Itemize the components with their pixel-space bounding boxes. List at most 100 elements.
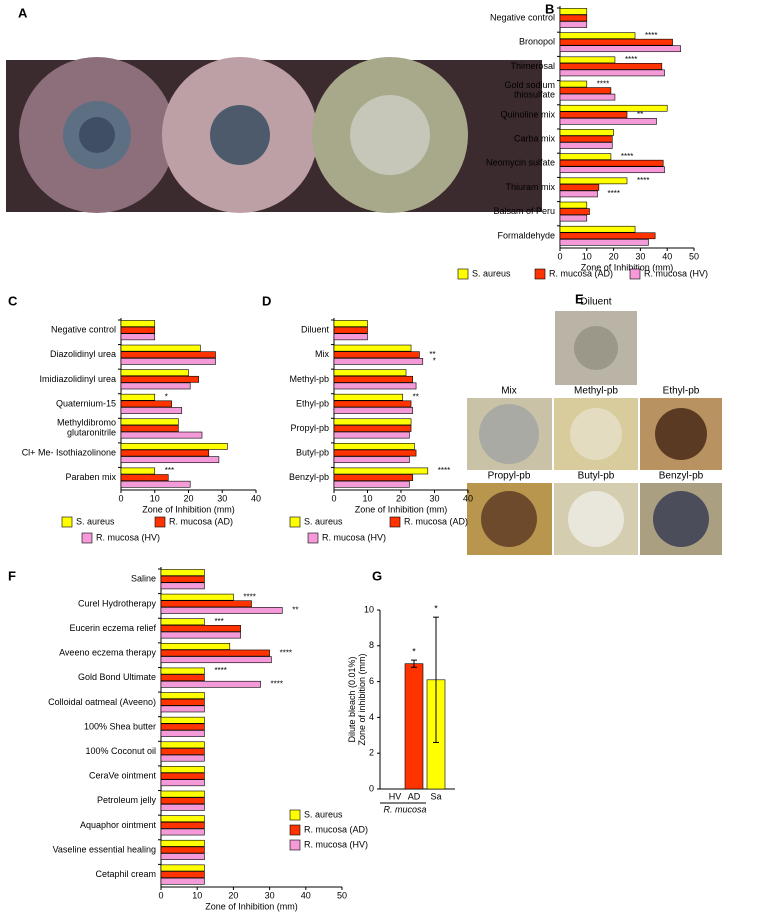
x-tick-label: 0 <box>158 890 163 900</box>
legend-label: S. aureus <box>76 516 115 526</box>
significance-label: **** <box>214 666 226 675</box>
bar <box>559 8 588 15</box>
bar <box>160 877 205 885</box>
x-tick-label: 10 <box>582 251 592 261</box>
x-tick-label: Sa <box>430 791 441 801</box>
legend-swatch <box>289 516 301 528</box>
x-tick-label: 0 <box>557 251 562 261</box>
bar <box>160 730 205 737</box>
legend-swatch <box>534 268 546 280</box>
bar <box>333 467 429 475</box>
bar <box>160 618 205 626</box>
significance-label: **** <box>597 79 609 88</box>
panel-letter: G <box>372 568 382 583</box>
bar <box>333 456 410 464</box>
legend-label: R. mucosa (HV) <box>96 532 160 542</box>
bar <box>120 320 156 327</box>
bar <box>120 351 216 359</box>
y-tick-label: Cetaphil cream <box>95 869 156 879</box>
bar <box>120 467 156 475</box>
bar <box>333 344 412 352</box>
bar <box>160 864 205 872</box>
bar <box>160 667 205 675</box>
bar <box>333 400 412 408</box>
x-tick-label: 10 <box>192 890 202 900</box>
y-tick-label: 0 <box>369 783 374 793</box>
significance-label: * <box>433 357 436 366</box>
bar <box>559 87 612 94</box>
x-tick-label: 40 <box>662 251 672 261</box>
y-tick-label: 4 <box>369 712 374 722</box>
bar <box>120 418 179 426</box>
panel-letter: B <box>545 1 554 16</box>
bar <box>333 357 424 365</box>
group-label: R. mucosa <box>383 804 426 814</box>
bar <box>333 326 368 334</box>
bar <box>160 582 205 590</box>
bar <box>559 32 636 39</box>
bar <box>160 772 205 780</box>
y-tick-label: Neomycin sulfate <box>486 158 555 168</box>
significance-label: * <box>434 604 438 614</box>
bar <box>160 766 205 773</box>
bar <box>559 190 598 198</box>
bar <box>333 480 410 488</box>
x-tick-label: 50 <box>689 251 699 261</box>
legend-label: R. mucosa (AD) <box>169 516 233 526</box>
bar <box>559 45 681 53</box>
x-tick-label: 30 <box>429 493 439 503</box>
bar <box>160 839 205 847</box>
legend-swatch <box>289 839 301 851</box>
bar <box>120 443 228 450</box>
panel-letter: C <box>8 293 18 308</box>
bar <box>559 184 600 191</box>
bar <box>160 674 205 682</box>
significance-label: **** <box>625 55 637 64</box>
legend-label: R. mucosa (HV) <box>644 268 708 278</box>
bar <box>559 208 590 215</box>
photo-caption: Ethyl-pb <box>663 386 700 397</box>
y-tick-label: Thimerosal <box>510 61 555 71</box>
bar <box>160 748 205 755</box>
x-tick-label: 0 <box>331 493 336 503</box>
bar <box>120 357 216 365</box>
x-tick-label: 50 <box>337 890 347 900</box>
y-tick-label: Mix <box>315 349 329 359</box>
bar <box>559 129 614 136</box>
y-tick-label: Methyldibromo glutaronitrile <box>57 418 116 438</box>
x-axis-label: Zone of Inhibition (mm) <box>205 901 298 911</box>
photo-caption: Butyl-pb <box>578 471 615 482</box>
bar <box>160 656 272 664</box>
y-tick-label: Cl+ Me- Isothiazolinone <box>22 448 116 458</box>
legend-swatch <box>154 516 166 528</box>
bar <box>559 21 588 28</box>
x-tick-label: 10 <box>150 493 160 503</box>
bar <box>120 400 172 408</box>
bar <box>160 790 205 798</box>
y-tick-label: Colloidal oatmeal (Aveeno) <box>48 697 156 707</box>
bar <box>160 821 205 829</box>
bar <box>120 326 156 334</box>
bar <box>333 425 412 432</box>
legend-label: R. mucosa (HV) <box>322 532 386 542</box>
bar <box>404 663 424 790</box>
bar <box>160 853 205 860</box>
photo-caption: Diluent <box>580 297 611 308</box>
photo-caption: Mix <box>501 386 517 397</box>
legend-label: R. mucosa (AD) <box>304 824 368 834</box>
bar <box>160 716 205 724</box>
legend-swatch <box>289 809 301 821</box>
significance-label: **** <box>271 680 283 689</box>
significance-label: * <box>412 646 416 656</box>
bar <box>559 225 636 233</box>
bar <box>160 846 205 854</box>
bar <box>559 38 673 46</box>
significance-label: *** <box>214 617 223 626</box>
bar <box>333 351 420 359</box>
y-tick-label: Imidiazolidinyl urea <box>39 374 116 384</box>
bar <box>333 418 412 426</box>
bar <box>160 680 261 688</box>
bar <box>559 142 613 149</box>
significance-label: **** <box>645 31 657 40</box>
